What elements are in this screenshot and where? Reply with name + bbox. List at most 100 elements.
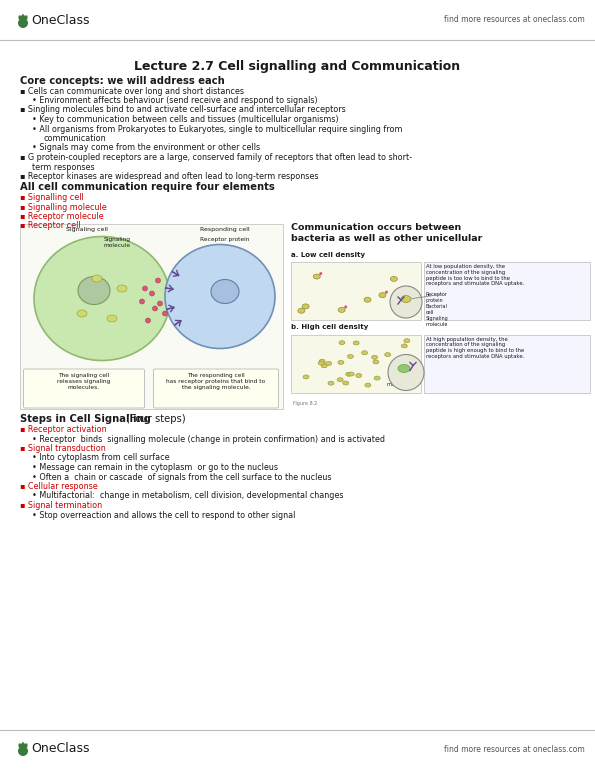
Ellipse shape (356, 373, 362, 377)
Text: • Signals may come from the environment or other cells: • Signals may come from the environment … (32, 143, 260, 152)
Ellipse shape (379, 293, 386, 298)
Ellipse shape (78, 276, 110, 304)
Ellipse shape (328, 381, 334, 385)
Ellipse shape (337, 378, 343, 382)
Ellipse shape (339, 340, 345, 345)
Text: find more resources at oneclass.com: find more resources at oneclass.com (444, 745, 585, 754)
Ellipse shape (371, 355, 378, 360)
Ellipse shape (401, 296, 411, 303)
Ellipse shape (325, 361, 331, 366)
Text: Figure 8.2: Figure 8.2 (293, 400, 317, 406)
Bar (291, 334, 421, 393)
Ellipse shape (348, 372, 354, 376)
Text: Receptor protein: Receptor protein (201, 237, 250, 243)
Text: ▪ Receptor kinases are widespread and often lead to long-term responses: ▪ Receptor kinases are widespread and of… (20, 172, 318, 181)
Circle shape (146, 318, 151, 323)
Text: • Stop overreaction and allows the cell to respond to other signal: • Stop overreaction and allows the cell … (32, 511, 295, 520)
Ellipse shape (117, 285, 127, 292)
Text: At high population density, the
concentration of the signaling
peptide is high e: At high population density, the concentr… (426, 336, 524, 359)
Circle shape (320, 272, 322, 275)
Text: • Key to communication between cells and tissues (multicellular organisms): • Key to communication between cells and… (32, 115, 339, 124)
Circle shape (162, 311, 168, 316)
Text: • Receptor  binds  signalling molecule (change in protein confirmation) and is a: • Receptor binds signalling molecule (ch… (32, 434, 385, 444)
Text: Signaling cell: Signaling cell (66, 227, 108, 233)
Ellipse shape (34, 236, 170, 360)
Ellipse shape (321, 364, 327, 368)
Circle shape (385, 290, 388, 293)
Text: ▪ Cells can communicate over long and short distances: ▪ Cells can communicate over long and sh… (20, 86, 244, 95)
FancyBboxPatch shape (18, 744, 27, 748)
Text: Receptor
protein: Receptor protein (426, 292, 448, 303)
Text: At low population density, the
concentration of the signaling
peptide is too low: At low population density, the concentra… (426, 264, 524, 286)
Circle shape (139, 299, 145, 304)
Text: • Multifactorial:  change in metabolism, cell division, developmental changes: • Multifactorial: change in metabolism, … (32, 491, 343, 500)
Text: Figure 8.1: Figure 8.1 (23, 400, 47, 406)
Text: ▪ Cellular response: ▪ Cellular response (20, 482, 98, 491)
Text: ▪ Signal termination: ▪ Signal termination (20, 501, 102, 510)
Text: ▪ Receptor molecule: ▪ Receptor molecule (20, 212, 104, 221)
Bar (291, 262, 421, 320)
Ellipse shape (92, 275, 102, 282)
Circle shape (390, 286, 422, 318)
Text: Communication occurs between
bacteria as well as other unicellular: Communication occurs between bacteria as… (291, 223, 483, 243)
Ellipse shape (409, 363, 415, 367)
Circle shape (142, 286, 148, 291)
Text: Signaling
molecule: Signaling molecule (104, 237, 130, 248)
Ellipse shape (338, 360, 344, 364)
Text: Core concepts: we will address each: Core concepts: we will address each (20, 76, 225, 86)
Text: DNA
molecule: DNA molecule (387, 377, 409, 387)
Text: ▪ Singling molecules bind to and activate cell-surface and intercellular recepto: ▪ Singling molecules bind to and activat… (20, 105, 346, 115)
Ellipse shape (211, 280, 239, 303)
Text: • Often a  chain or cascade  of signals from the cell surface to the nucleus: • Often a chain or cascade of signals fr… (32, 473, 331, 481)
Ellipse shape (365, 383, 371, 387)
Text: Responding cell: Responding cell (200, 227, 250, 233)
Ellipse shape (343, 381, 349, 385)
Text: OneClass: OneClass (31, 742, 89, 755)
Bar (424, 334, 590, 393)
Text: OneClass: OneClass (31, 14, 89, 26)
Circle shape (152, 306, 158, 311)
Circle shape (149, 291, 155, 296)
Text: • All organisms from Prokaryotes to Eukaryotes, single to multicellular require : • All organisms from Prokaryotes to Euka… (32, 125, 402, 133)
Ellipse shape (404, 339, 410, 343)
Ellipse shape (302, 304, 309, 309)
Ellipse shape (390, 276, 397, 281)
Ellipse shape (346, 372, 352, 377)
Text: Signaling
molecule: Signaling molecule (426, 316, 449, 326)
Ellipse shape (362, 351, 368, 355)
Text: ▪ Signalling cell: ▪ Signalling cell (20, 193, 84, 202)
Ellipse shape (347, 354, 353, 359)
Text: Lecture 2.7 Cell signalling and Communication: Lecture 2.7 Cell signalling and Communic… (134, 60, 460, 73)
Ellipse shape (303, 375, 309, 379)
Circle shape (155, 278, 161, 283)
Ellipse shape (373, 360, 379, 364)
Text: communication: communication (44, 134, 107, 143)
Text: Bacterial
cell: Bacterial cell (426, 304, 448, 315)
Ellipse shape (353, 341, 359, 345)
Bar (424, 262, 590, 320)
Text: The signaling cell
releases signaling
molecules.: The signaling cell releases signaling mo… (57, 373, 111, 390)
Ellipse shape (319, 359, 325, 363)
Circle shape (18, 18, 28, 28)
Text: ▪ Receptor activation: ▪ Receptor activation (20, 425, 107, 434)
Text: • Into cytoplasm from cell surface: • Into cytoplasm from cell surface (32, 454, 170, 463)
Ellipse shape (364, 297, 371, 303)
FancyBboxPatch shape (23, 369, 145, 408)
Text: b. High cell density: b. High cell density (291, 324, 368, 330)
Text: term responses: term responses (32, 162, 95, 172)
Text: find more resources at oneclass.com: find more resources at oneclass.com (444, 15, 585, 25)
Text: Steps in Cell Signalling: Steps in Cell Signalling (20, 414, 151, 424)
Circle shape (18, 746, 28, 756)
Ellipse shape (314, 274, 320, 279)
Ellipse shape (77, 310, 87, 317)
Circle shape (158, 301, 162, 306)
Text: • Environment affects behaviour (send receive and respond to signals): • Environment affects behaviour (send re… (32, 96, 318, 105)
Ellipse shape (401, 344, 407, 348)
Text: ▪ Signalling molecule: ▪ Signalling molecule (20, 203, 107, 212)
Text: • Message can remain in the cytoplasm  or go to the nucleus: • Message can remain in the cytoplasm or… (32, 463, 278, 472)
Ellipse shape (385, 353, 391, 357)
Text: (Four steps): (Four steps) (123, 414, 186, 424)
FancyBboxPatch shape (18, 15, 27, 19)
Text: ▪ Receptor cell: ▪ Receptor cell (20, 222, 81, 230)
Ellipse shape (374, 376, 380, 380)
